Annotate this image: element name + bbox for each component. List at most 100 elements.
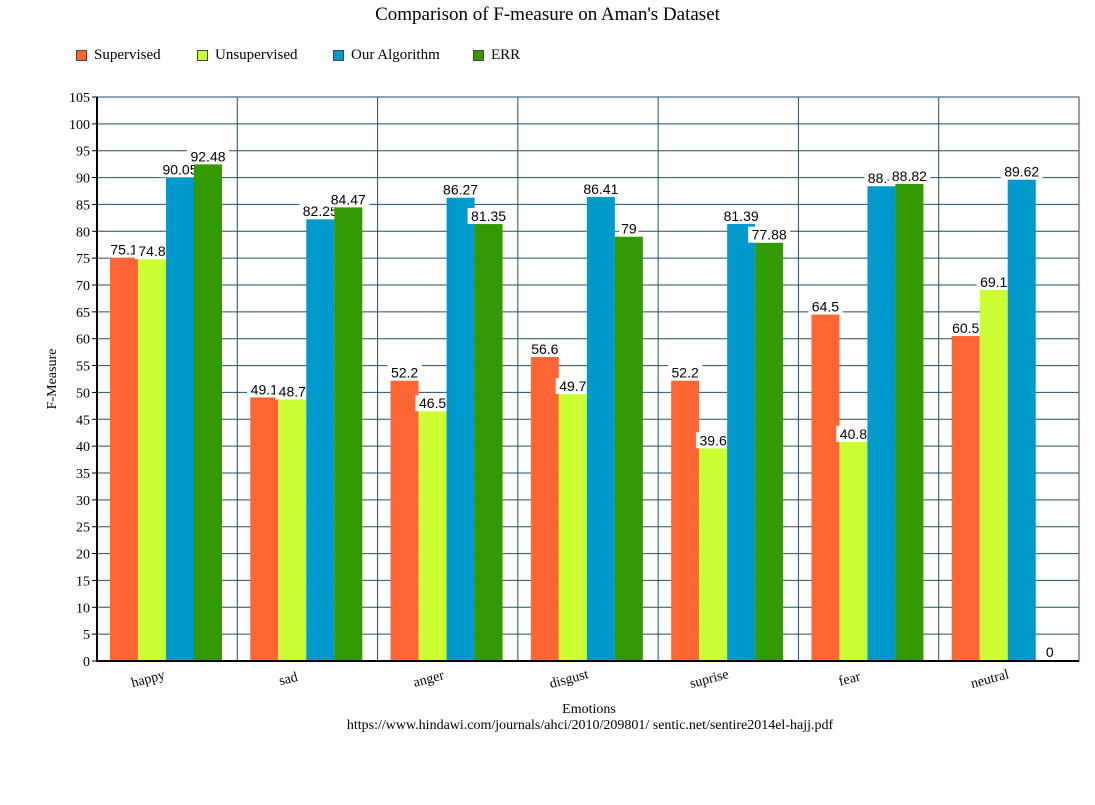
bar bbox=[558, 394, 587, 661]
data-label: 79 bbox=[621, 221, 637, 237]
data-label: 49.1 bbox=[251, 381, 278, 397]
y-tick-label: 105 bbox=[69, 91, 90, 106]
bar bbox=[839, 441, 868, 661]
bar bbox=[671, 380, 700, 661]
data-label-bg bbox=[748, 226, 791, 243]
data-label: 39.6 bbox=[700, 432, 727, 448]
data-label: 81.39 bbox=[724, 208, 759, 224]
y-tick-label: 85 bbox=[76, 198, 90, 213]
data-label-bg bbox=[579, 180, 622, 197]
y-tick-label: 40 bbox=[76, 440, 90, 455]
data-label: 74.8 bbox=[138, 243, 165, 259]
data-label-bg bbox=[187, 148, 229, 165]
data-label-bg bbox=[247, 381, 282, 398]
data-label-bg bbox=[159, 161, 201, 178]
y-tick-label: 20 bbox=[76, 548, 90, 563]
data-label-bg bbox=[695, 432, 731, 449]
data-label-bg bbox=[808, 298, 843, 315]
y-tick-label: 60 bbox=[76, 333, 90, 348]
bar bbox=[138, 259, 166, 661]
bar bbox=[979, 289, 1008, 661]
data-label-bg bbox=[415, 395, 450, 412]
legend-label-supervised: Supervised bbox=[94, 47, 161, 63]
legend-swatch-supervised bbox=[76, 50, 87, 61]
chart-title: Comparison of F-measure on Aman's Datase… bbox=[375, 4, 720, 25]
data-label: 86.27 bbox=[443, 182, 478, 198]
y-axis-title: F-Measure bbox=[45, 349, 60, 410]
bar bbox=[811, 314, 840, 661]
legend-swatch-unsupervised bbox=[197, 50, 208, 61]
data-label: 89.62 bbox=[1004, 164, 1039, 180]
data-label-bg bbox=[527, 340, 563, 357]
data-label: 48.7 bbox=[279, 383, 306, 399]
bar bbox=[474, 224, 503, 661]
source-note: https://www.hindawi.com/journals/ahci/20… bbox=[346, 718, 834, 733]
x-tick-label: sad bbox=[278, 670, 300, 689]
data-label-bg bbox=[720, 207, 763, 224]
data-label: 49.7 bbox=[559, 378, 586, 394]
data-label-bg bbox=[555, 378, 591, 395]
data-label-bg bbox=[467, 208, 510, 225]
y-tick-label: 30 bbox=[76, 494, 90, 509]
x-tick-label: anger bbox=[412, 668, 446, 691]
bar bbox=[727, 223, 756, 661]
data-label-bg bbox=[1043, 644, 1056, 660]
data-label: 77.88 bbox=[752, 227, 787, 243]
y-tick-label: 75 bbox=[76, 252, 90, 267]
x-tick-label: suprise bbox=[688, 667, 730, 692]
y-tick-label: 10 bbox=[76, 601, 90, 616]
x-tick-label: fear bbox=[837, 669, 862, 689]
bar bbox=[390, 380, 419, 661]
bar bbox=[699, 448, 728, 661]
bar bbox=[951, 336, 980, 661]
data-label: 69.1 bbox=[980, 274, 1007, 290]
y-tick-label: 0 bbox=[83, 655, 90, 670]
data-label-bg bbox=[948, 320, 983, 337]
legend-label-our-algorithm: Our Algorithm bbox=[351, 47, 440, 63]
bar bbox=[1007, 179, 1036, 662]
bar bbox=[755, 242, 784, 661]
y-tick-label: 5 bbox=[83, 628, 90, 643]
x-tick-label: disgust bbox=[548, 667, 590, 692]
bar bbox=[446, 197, 475, 661]
data-label: 90.05 bbox=[162, 161, 197, 177]
bar bbox=[867, 186, 896, 661]
data-label-bg bbox=[134, 243, 170, 260]
data-label: 88.4 bbox=[868, 170, 895, 186]
data-label-bg bbox=[439, 181, 482, 198]
data-label-bg bbox=[619, 220, 639, 237]
data-label: 75.1 bbox=[110, 242, 137, 258]
legend-swatch-err bbox=[473, 50, 484, 61]
y-tick-label: 45 bbox=[76, 413, 90, 428]
data-label: 86.41 bbox=[583, 181, 618, 197]
x-tick-label: neutral bbox=[969, 667, 1011, 692]
legend-label-err: ERR bbox=[491, 47, 521, 63]
data-label-bg bbox=[976, 273, 1011, 290]
bar bbox=[250, 397, 279, 661]
data-label-bg bbox=[836, 425, 871, 442]
bar bbox=[306, 219, 335, 661]
bar bbox=[418, 411, 447, 661]
legend-swatch-our-algorithm bbox=[333, 50, 344, 61]
y-tick-label: 95 bbox=[76, 145, 90, 160]
data-label-bg bbox=[667, 364, 703, 381]
data-label: 64.5 bbox=[812, 299, 839, 315]
data-label-bg bbox=[1000, 163, 1043, 180]
x-tick-label: happy bbox=[130, 668, 167, 691]
bar bbox=[278, 399, 307, 661]
bar bbox=[110, 257, 138, 661]
data-label: 92.48 bbox=[190, 148, 225, 164]
data-label: 52.2 bbox=[391, 365, 418, 381]
y-tick-label: 90 bbox=[76, 172, 90, 187]
y-tick-label: 65 bbox=[76, 306, 90, 321]
bar bbox=[895, 183, 924, 661]
y-tick-label: 55 bbox=[76, 360, 90, 375]
y-tick-label: 100 bbox=[69, 118, 90, 133]
data-label: 81.35 bbox=[471, 208, 506, 224]
bar bbox=[194, 164, 222, 661]
y-tick-label: 70 bbox=[76, 279, 90, 294]
data-label-bg bbox=[275, 383, 310, 400]
data-label-bg bbox=[387, 364, 422, 381]
data-label: 46.5 bbox=[419, 395, 446, 411]
